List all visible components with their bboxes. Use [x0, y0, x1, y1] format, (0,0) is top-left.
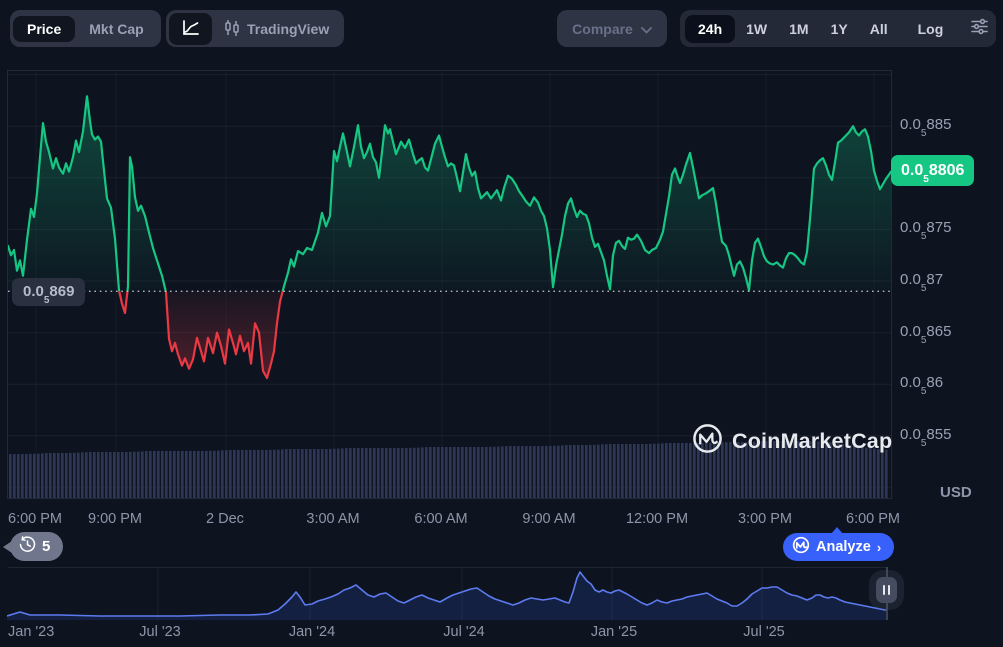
chart-settings-button[interactable]: [962, 17, 997, 41]
history-button[interactable]: 5: [2, 532, 64, 561]
navigator-axis-label: Jan '25: [590, 624, 638, 640]
y-axis-label: 0.0586: [900, 374, 944, 397]
range-navigator[interactable]: [7, 567, 888, 620]
x-axis-label: 3:00 AM: [306, 511, 360, 527]
price-mktcap-toggle: Price Mkt Cap: [10, 10, 161, 47]
analyze-button[interactable]: Analyze ›: [783, 527, 895, 561]
coinmarketcap-logo-icon: [692, 423, 723, 459]
price-chart-svg: [8, 74, 891, 498]
coinmarketcap-watermark: CoinMarketCap: [692, 423, 892, 459]
navigator-axis-label: Jul '25: [743, 624, 785, 640]
y-axis-label: 0.05885: [900, 116, 952, 139]
price-area-above-baseline: [8, 96, 891, 292]
price-line-green: [8, 95, 891, 292]
history-clock-icon: [19, 536, 36, 557]
cmc-mini-logo-icon: [792, 536, 810, 558]
x-axis-label: 6:00 PM: [846, 511, 900, 527]
tab-price-label: Price: [27, 20, 62, 37]
navigator-gridlines: [157, 567, 763, 620]
y-axis-label: 0.05865: [900, 323, 952, 346]
history-count: 5: [42, 538, 51, 555]
currency-label: USD: [940, 484, 972, 501]
navigator-axis-label: Jan '23: [8, 624, 55, 640]
range-24h[interactable]: 24h: [685, 14, 736, 43]
price-chart[interactable]: [7, 70, 892, 499]
candlestick-icon: [224, 19, 240, 39]
range-all[interactable]: All: [869, 20, 888, 37]
x-axis-label: 12:00 PM: [625, 511, 689, 527]
watermark-text: CoinMarketCap: [732, 428, 893, 453]
timeframe-group: 24h 1W 1M 1Y All Log: [680, 10, 996, 47]
y-axis-label: 0.0587: [900, 271, 944, 294]
tab-mktcap-label: Mkt Cap: [89, 20, 144, 37]
range-1w[interactable]: 1W: [746, 20, 768, 37]
navigator-axis-label: Jul '23: [139, 624, 181, 640]
range-1m[interactable]: 1M: [789, 20, 809, 37]
log-scale-toggle[interactable]: Log: [917, 20, 944, 37]
x-axis-label: 3:00 PM: [738, 511, 792, 527]
line-chart-mode-button[interactable]: [169, 12, 212, 45]
x-axis-label: 6:00 PM: [8, 511, 62, 527]
chart-type-toggle: TradingView: [166, 10, 345, 47]
x-axis-label: 9:00 PM: [88, 511, 142, 527]
tab-mktcap[interactable]: Mkt Cap: [75, 16, 157, 42]
navigator-axis-label: Jan '24: [288, 624, 336, 640]
sliders-icon: [970, 17, 989, 41]
price-area-below-baseline: [119, 291, 283, 378]
tradingview-label: TradingView: [247, 20, 330, 37]
tab-price[interactable]: Price: [13, 15, 76, 42]
range-1y[interactable]: 1Y: [830, 20, 848, 37]
chevron-right-icon: ›: [876, 539, 882, 555]
compare-button[interactable]: Compare: [557, 10, 667, 47]
y-axis-label: 0.05855: [900, 426, 952, 449]
navigator-axis-label: Jul '24: [443, 624, 485, 640]
analyze-label: Analyze: [816, 539, 871, 555]
line-chart-icon: [181, 19, 200, 39]
x-axis-label: 6:00 AM: [414, 511, 468, 527]
current-price-badge: 0.058806: [891, 155, 975, 187]
x-axis-label: 9:00 AM: [522, 511, 576, 527]
tradingview-mode-button[interactable]: TradingView: [212, 13, 341, 45]
x-axis-label: 2 Dec: [206, 511, 244, 527]
navigator-drag-handle[interactable]: [876, 577, 897, 603]
compare-label: Compare: [572, 20, 633, 37]
chevron-down-icon: [640, 21, 652, 37]
navigator-line: [7, 571, 888, 617]
baseline-price-badge: 0.05869: [12, 278, 86, 306]
navigator-area: [7, 572, 888, 620]
y-axis-label: 0.05875: [900, 219, 952, 242]
